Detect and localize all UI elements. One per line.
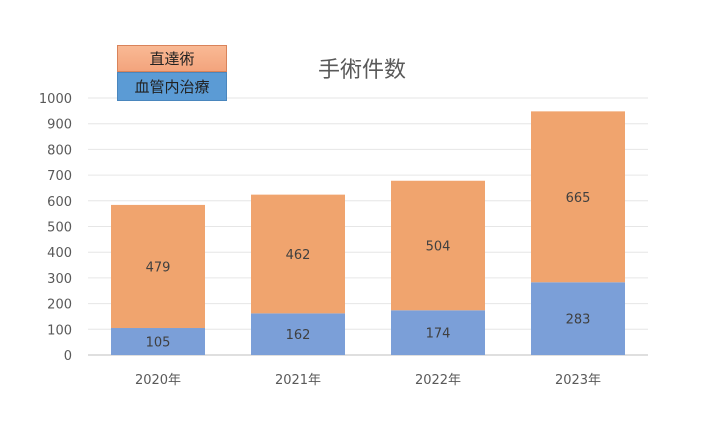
data-label: 665 [566, 191, 591, 206]
y-tick-label: 1000 [39, 92, 72, 107]
data-label: 283 [566, 313, 591, 328]
y-tick-label: 500 [47, 221, 72, 236]
bar-endovascular [391, 310, 485, 355]
data-label: 479 [146, 260, 171, 275]
bar-endovascular [251, 313, 345, 355]
x-tick-label: 2023年 [555, 373, 601, 388]
y-tick-label: 600 [47, 195, 72, 210]
y-tick-label: 200 [47, 298, 72, 313]
bar-direct-surgery [251, 194, 345, 314]
y-tick-label: 100 [47, 323, 72, 338]
data-label: 162 [286, 328, 311, 343]
y-tick-label: 400 [47, 246, 72, 261]
y-tick-label: 900 [47, 118, 72, 133]
bar-endovascular [531, 282, 625, 355]
chart-title: 手術件数 [318, 58, 406, 83]
bar-endovascular [111, 328, 205, 355]
legend-item-direct-surgery: 直達術 [117, 45, 227, 72]
y-tick-label: 700 [47, 169, 72, 184]
bar-direct-surgery [531, 111, 625, 283]
bar-direct-surgery [111, 204, 205, 329]
x-tick-label: 2022年 [415, 373, 461, 388]
bar-direct-surgery [391, 180, 485, 311]
y-tick-label: 0 [64, 349, 72, 364]
data-label: 174 [426, 327, 451, 342]
data-label: 462 [286, 248, 311, 263]
y-tick-label: 800 [47, 143, 72, 158]
y-tick-label: 300 [47, 272, 72, 287]
data-label: 504 [426, 240, 451, 255]
data-label: 105 [146, 336, 171, 351]
x-tick-label: 2020年 [135, 373, 181, 388]
legend-item-endovascular: 血管内治療 [117, 72, 227, 101]
x-tick-label: 2021年 [275, 373, 321, 388]
